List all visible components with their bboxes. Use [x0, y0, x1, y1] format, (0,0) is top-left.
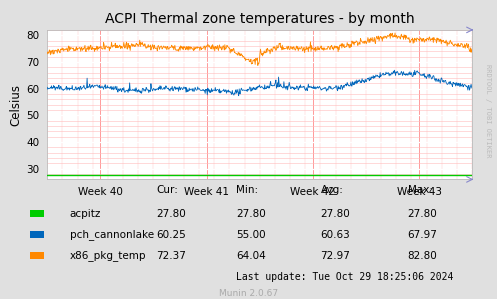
- Text: Min:: Min:: [236, 185, 258, 195]
- Text: 27.80: 27.80: [321, 209, 350, 219]
- Text: Last update: Tue Oct 29 18:25:06 2024: Last update: Tue Oct 29 18:25:06 2024: [236, 271, 453, 282]
- Text: 55.00: 55.00: [236, 230, 266, 240]
- Text: Avg:: Avg:: [321, 185, 343, 195]
- Text: Cur:: Cur:: [157, 185, 178, 195]
- Text: 67.97: 67.97: [408, 230, 437, 240]
- Y-axis label: Celsius: Celsius: [9, 84, 22, 126]
- Text: 27.80: 27.80: [408, 209, 437, 219]
- Text: 60.25: 60.25: [157, 230, 186, 240]
- Text: Max:: Max:: [408, 185, 432, 195]
- Text: RRDTOOL / TOBI OETIKER: RRDTOOL / TOBI OETIKER: [485, 64, 491, 157]
- Text: pch_cannonlake: pch_cannonlake: [70, 229, 154, 240]
- Text: 60.63: 60.63: [321, 230, 350, 240]
- Text: Munin 2.0.67: Munin 2.0.67: [219, 289, 278, 298]
- Text: 64.04: 64.04: [236, 251, 266, 261]
- Text: acpitz: acpitz: [70, 209, 101, 219]
- Text: 27.80: 27.80: [157, 209, 186, 219]
- Text: x86_pkg_temp: x86_pkg_temp: [70, 250, 146, 261]
- Text: 27.80: 27.80: [236, 209, 266, 219]
- Text: 72.37: 72.37: [157, 251, 186, 261]
- Text: 82.80: 82.80: [408, 251, 437, 261]
- Title: ACPI Thermal zone temperatures - by month: ACPI Thermal zone temperatures - by mont…: [105, 12, 414, 26]
- Text: 72.97: 72.97: [321, 251, 350, 261]
